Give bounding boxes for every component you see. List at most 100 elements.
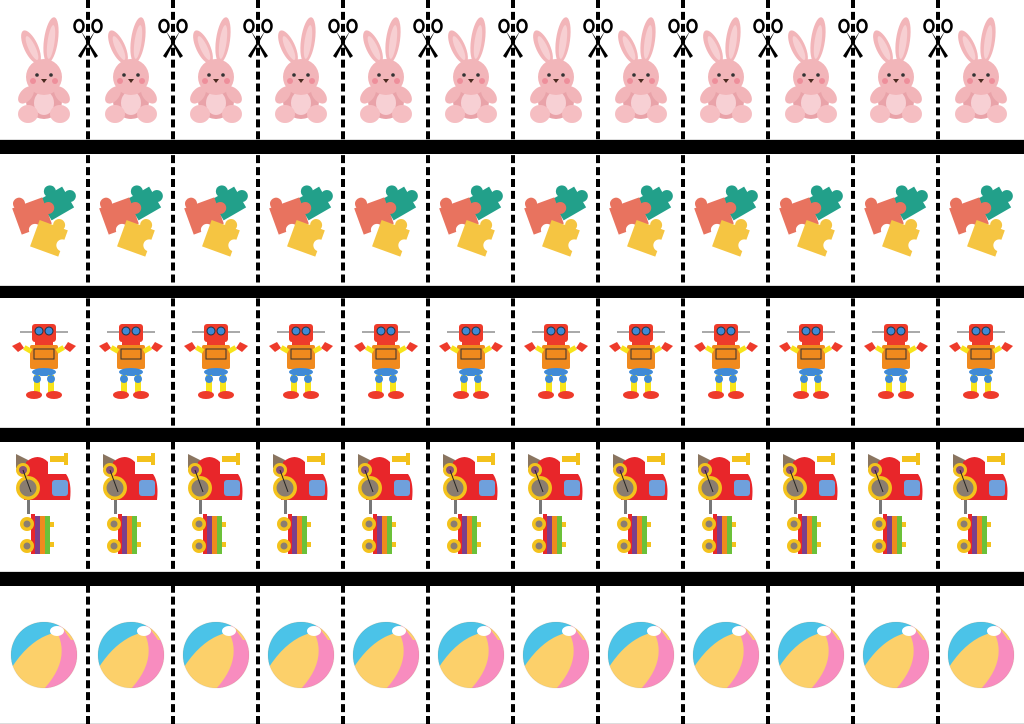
bunny-icon	[696, 15, 755, 123]
card-robot	[598, 298, 683, 428]
toy-train-icon	[442, 452, 498, 554]
robot-icon	[608, 323, 673, 399]
beach-ball-icon	[691, 620, 761, 690]
bunny-icon	[441, 15, 500, 123]
cut-line	[171, 0, 175, 724]
beach-ball-icon	[96, 620, 166, 690]
puzzle-pieces-icon	[180, 179, 253, 259]
robot-icon	[353, 323, 418, 399]
card-puzzle	[938, 154, 1024, 286]
card-row-train	[0, 442, 1024, 572]
card-ball	[88, 586, 173, 724]
card-row-robot	[0, 298, 1024, 428]
scissors-icon	[753, 18, 783, 58]
card-bunny	[428, 0, 513, 140]
toy-train-icon	[952, 452, 1008, 554]
beach-ball-icon	[776, 620, 846, 690]
card-puzzle	[343, 154, 428, 286]
bunny-icon	[781, 15, 840, 123]
toy-train-icon	[272, 452, 328, 554]
beach-ball-icon	[181, 620, 251, 690]
puzzle-pieces-icon	[265, 179, 338, 259]
card-robot	[853, 298, 938, 428]
scissors-icon	[583, 18, 613, 58]
scissors-icon	[328, 18, 358, 58]
card-train	[853, 442, 938, 572]
card-ball	[258, 586, 343, 724]
puzzle-pieces-icon	[350, 179, 423, 259]
card-ball	[768, 586, 853, 724]
card-robot	[938, 298, 1024, 428]
card-ball	[343, 586, 428, 724]
cut-line	[86, 0, 90, 724]
card-ball	[598, 586, 683, 724]
scissors-icon	[498, 18, 528, 58]
bunny-icon	[271, 15, 330, 123]
robot-icon	[183, 323, 248, 399]
cut-line	[596, 0, 600, 724]
toy-train-icon	[867, 452, 923, 554]
beach-ball-icon	[861, 620, 931, 690]
beach-ball-icon	[521, 620, 591, 690]
card-robot	[683, 298, 768, 428]
card-ball	[0, 586, 88, 724]
card-bunny	[768, 0, 853, 140]
toy-train-icon	[15, 452, 71, 554]
card-train	[343, 442, 428, 572]
card-ball	[513, 586, 598, 724]
card-train	[428, 442, 513, 572]
card-train	[938, 442, 1024, 572]
robot-icon	[268, 323, 333, 399]
beach-ball-icon	[266, 620, 336, 690]
card-train	[0, 442, 88, 572]
cut-line	[936, 0, 940, 724]
beach-ball-icon	[946, 620, 1016, 690]
robot-icon	[98, 323, 163, 399]
card-puzzle	[0, 154, 88, 286]
robot-icon	[693, 323, 758, 399]
card-train	[683, 442, 768, 572]
card-train	[513, 442, 598, 572]
cut-line	[426, 0, 430, 724]
toy-train-icon	[357, 452, 413, 554]
card-bunny	[88, 0, 173, 140]
card-bunny	[173, 0, 258, 140]
card-bunny	[938, 0, 1024, 140]
card-robot	[0, 298, 88, 428]
card-ball	[428, 586, 513, 724]
scissors-icon	[923, 18, 953, 58]
card-robot	[768, 298, 853, 428]
card-ball	[683, 586, 768, 724]
card-puzzle	[513, 154, 598, 286]
cut-line	[511, 0, 515, 724]
card-puzzle	[768, 154, 853, 286]
robot-icon	[523, 323, 588, 399]
cut-line	[256, 0, 260, 724]
toy-train-icon	[612, 452, 668, 554]
card-robot	[343, 298, 428, 428]
card-puzzle	[428, 154, 513, 286]
cut-line	[681, 0, 685, 724]
card-puzzle	[598, 154, 683, 286]
card-robot	[88, 298, 173, 428]
scissors-icon	[668, 18, 698, 58]
robot-icon	[11, 323, 77, 399]
scissors-icon	[243, 18, 273, 58]
card-bunny	[0, 0, 88, 140]
card-puzzle	[88, 154, 173, 286]
card-bunny	[258, 0, 343, 140]
bunny-icon	[186, 15, 245, 123]
toy-train-icon	[102, 452, 158, 554]
card-row-puzzle	[0, 154, 1024, 286]
puzzle-pieces-icon	[690, 179, 763, 259]
card-train	[173, 442, 258, 572]
bunny-icon	[526, 15, 585, 123]
cut-line	[851, 0, 855, 724]
card-bunny	[343, 0, 428, 140]
card-train	[598, 442, 683, 572]
scissors-icon	[838, 18, 868, 58]
card-robot	[428, 298, 513, 428]
robot-icon	[438, 323, 503, 399]
card-ball	[853, 586, 938, 724]
